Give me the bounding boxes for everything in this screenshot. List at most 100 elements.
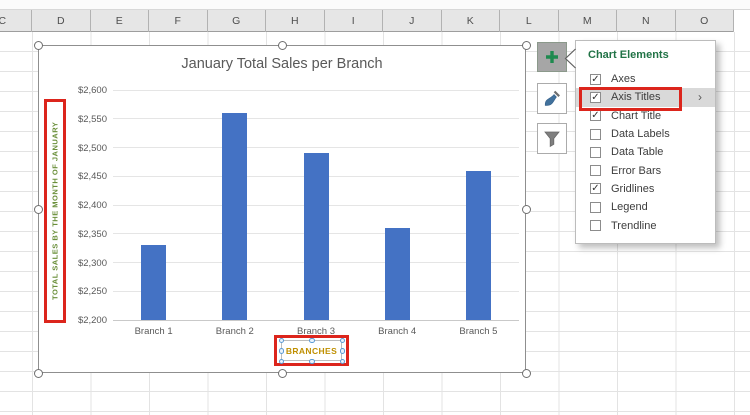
column-header-E[interactable]: E: [91, 10, 149, 32]
panel-item-legend[interactable]: Legend: [576, 198, 715, 216]
panel-item-label: Data Table: [611, 146, 664, 159]
chart-selection-handle[interactable]: [521, 204, 531, 214]
funnel-icon: [544, 131, 560, 147]
chart-styles-button[interactable]: [537, 83, 567, 114]
chart-selection-handle[interactable]: [33, 40, 43, 50]
panel-item-label: Error Bars: [611, 164, 662, 177]
y-axis-tick-label: $2,500: [77, 142, 107, 154]
chart-selection-handle[interactable]: [277, 40, 287, 50]
column-header-D[interactable]: D: [32, 10, 91, 32]
chart-bar-branch-1[interactable]: [141, 245, 167, 320]
x-axis-category-label: Branch 2: [215, 326, 254, 337]
column-header-I[interactable]: I: [325, 10, 383, 32]
checkbox-data-labels[interactable]: [590, 128, 601, 140]
textbox-selection-handle[interactable]: [339, 337, 345, 343]
x-axis-category-label: Branch 4: [378, 326, 417, 337]
chart-object[interactable]: January Total Sales per Branch TOTAL SAL…: [33, 40, 531, 378]
column-header-K[interactable]: K: [442, 10, 500, 32]
panel-item-list: ✓ Axes ✓ Axis Titles › ✓ Chart Title Data Label…: [576, 70, 715, 235]
checkbox-gridlines[interactable]: ✓: [590, 183, 601, 195]
x-axis-category-label: Branch 1: [134, 326, 173, 337]
y-axis-tick-label: $2,600: [77, 85, 107, 96]
panel-item-label: Axis Titles: [611, 91, 661, 104]
column-header-F[interactable]: F: [149, 10, 208, 32]
chart-bar-branch-2[interactable]: [222, 113, 248, 320]
column-header-G[interactable]: G: [208, 10, 266, 32]
column-header-H[interactable]: H: [266, 10, 325, 32]
chart-selection-handle[interactable]: [521, 40, 531, 50]
chart-selection-handle[interactable]: [277, 368, 287, 378]
chart-elements-panel: Chart Elements ✓ Axes ✓ Axis Titles › ✓ Chart …: [575, 40, 716, 244]
column-header-N[interactable]: N: [617, 10, 676, 32]
y-axis-tick-label: $2,400: [77, 200, 107, 211]
panel-item-data-labels[interactable]: Data Labels: [576, 125, 715, 143]
y-axis-tick-label: $2,200: [77, 315, 107, 326]
textbox-selection-handle[interactable]: [278, 348, 284, 354]
panel-item-label: Data Labels: [611, 128, 670, 141]
checkbox-error-bars[interactable]: [590, 165, 601, 177]
h-gridline: [113, 147, 519, 148]
textbox-selection-handle[interactable]: [278, 358, 284, 364]
y-axis-title-annotation-box: TOTAL SALES BY THE MONTH OF JANUARY: [44, 99, 66, 323]
textbox-selection-handle[interactable]: [339, 358, 345, 364]
column-header-L[interactable]: L: [500, 10, 559, 32]
panel-item-axis-titles[interactable]: ✓ Axis Titles ›: [576, 88, 715, 107]
y-axis-tick-label: $2,550: [77, 113, 107, 125]
checkbox-trendline[interactable]: [590, 220, 601, 232]
x-axis-title-textbox[interactable]: BRANCHES: [278, 337, 345, 364]
panel-item-error-bars[interactable]: Error Bars: [576, 161, 715, 179]
paintbrush-icon: [544, 90, 560, 106]
panel-item-label: Trendline: [611, 219, 657, 232]
panel-item-trendline[interactable]: Trendline: [576, 216, 715, 234]
panel-item-axes[interactable]: ✓ Axes: [576, 70, 715, 88]
checkbox-chart-title[interactable]: ✓: [590, 110, 601, 122]
panel-item-chart-title[interactable]: ✓ Chart Title: [576, 107, 715, 125]
chart-title[interactable]: January Total Sales per Branch: [181, 56, 383, 72]
y-axis-tick-label: $2,300: [77, 257, 107, 269]
chart-selection-handle[interactable]: [521, 368, 531, 378]
y-axis-tick-label: $2,450: [77, 171, 107, 183]
x-axis-category-label: Branch 5: [459, 326, 498, 337]
plus-icon: [546, 51, 558, 63]
h-gridline: [113, 319, 519, 321]
checkbox-axis-titles[interactable]: ✓: [590, 91, 601, 103]
column-header-O[interactable]: O: [676, 10, 734, 32]
checkbox-data-table[interactable]: [590, 146, 601, 158]
textbox-selection-handle[interactable]: [278, 337, 284, 343]
chevron-right-icon[interactable]: ›: [698, 90, 702, 105]
formula-bar-edge: [0, 0, 750, 10]
y-axis-title[interactable]: TOTAL SALES BY THE MONTH OF JANUARY: [50, 121, 60, 301]
chart-selection-handle[interactable]: [33, 204, 43, 214]
chart-filters-button[interactable]: [537, 123, 567, 154]
column-header-J[interactable]: J: [383, 10, 442, 32]
y-axis-tick-label: $2,350: [77, 228, 107, 240]
panel-item-label: Chart Title: [611, 109, 662, 122]
chart-bar-branch-3[interactable]: [303, 153, 329, 320]
checkbox-legend[interactable]: [590, 201, 601, 213]
x-axis-title: BRANCHES: [285, 345, 338, 356]
y-axis-tick-label: $2,250: [77, 286, 107, 298]
h-gridline: [113, 118, 519, 120]
x-axis-title-annotation-box: BRANCHES: [274, 335, 349, 366]
textbox-selection-handle[interactable]: [339, 348, 345, 354]
textbox-selection-handle[interactable]: [309, 358, 315, 364]
chart-elements-button[interactable]: [537, 42, 567, 72]
x-axis-category-label: Branch 3: [296, 326, 336, 337]
panel-callout-arrow: [564, 48, 576, 69]
panel-item-label: Gridlines: [611, 182, 655, 195]
chart-bar-branch-5[interactable]: [465, 170, 491, 320]
panel-item-gridlines[interactable]: ✓ Gridlines: [576, 180, 715, 198]
textbox-selection-handle[interactable]: [309, 337, 315, 343]
panel-item-label: Axes: [611, 73, 636, 86]
h-gridline: [113, 89, 519, 91]
panel-item-data-table[interactable]: Data Table: [576, 143, 715, 161]
column-header-M[interactable]: M: [559, 10, 617, 32]
panel-item-label: Legend: [611, 201, 648, 214]
checkbox-axes[interactable]: ✓: [590, 73, 601, 85]
chart-selection-handle[interactable]: [33, 368, 43, 378]
chart-bar-branch-4[interactable]: [384, 228, 410, 320]
panel-title: Chart Elements: [588, 49, 669, 61]
column-header-C[interactable]: C: [0, 10, 32, 32]
